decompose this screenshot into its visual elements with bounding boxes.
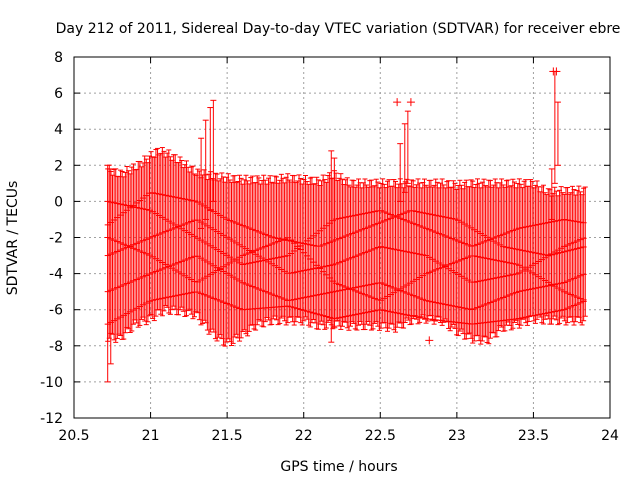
y-tick-label: -6 [49, 303, 63, 319]
y-tick-label: -12 [40, 411, 63, 427]
x-tick-label: 21 [142, 428, 160, 444]
x-tick-label: 21.5 [212, 428, 243, 444]
x-tick-label: 22.5 [365, 428, 396, 444]
y-tick-label: 0 [54, 194, 63, 210]
x-tick-label: 23.5 [518, 428, 549, 444]
y-tick-label: -4 [49, 267, 63, 283]
y-tick-label: 4 [54, 122, 63, 138]
x-tick-label: 22 [295, 428, 313, 444]
y-tick-label: -8 [49, 339, 63, 355]
y-tick-label: 6 [54, 86, 63, 102]
y-axis-label: SDTVAR / TECUs [5, 181, 21, 296]
x-tick-label: 20.5 [58, 428, 89, 444]
y-tick-label: -10 [40, 375, 63, 391]
x-tick-label: 24 [601, 428, 619, 444]
y-tick-label: 2 [54, 158, 63, 174]
y-tick-label: -2 [49, 231, 63, 247]
tick-labels: 20.5 21 21.5 22 22.5 23 23.5 24-12-10-8-6-4-202… [40, 50, 619, 444]
tick-marks [73, 56, 611, 419]
x-tick-label: 23 [448, 428, 466, 444]
x-axis-label: GPS time / hours [280, 459, 397, 475]
error-bar-series [104, 67, 588, 383]
chart-title: Day 212 of 2011, Sidereal Day-to-day VTE… [56, 21, 621, 37]
y-tick-label: 8 [54, 50, 63, 66]
